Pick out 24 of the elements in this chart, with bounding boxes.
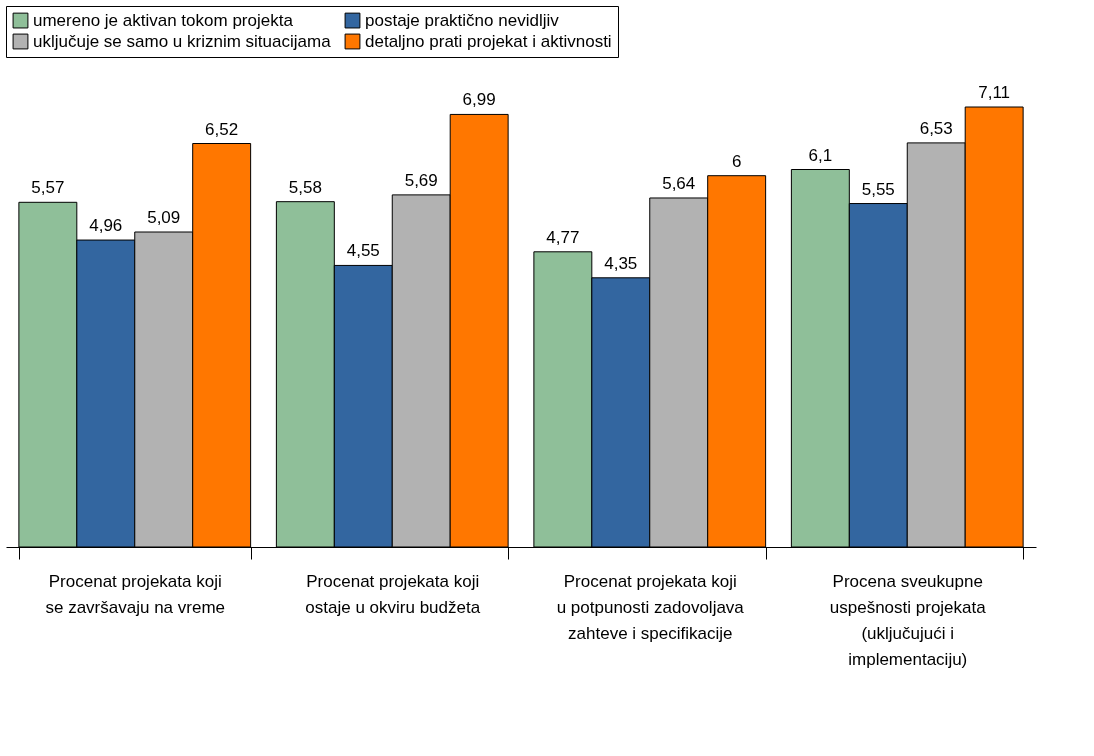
x-tick-label: Procenat projekata koji ostaje u okviru budžeta [305, 571, 481, 617]
data-label: 5,58 [288, 177, 322, 197]
data-label: 5,55 [861, 179, 895, 199]
data-label: 5,64 [662, 173, 696, 193]
data-label: 4,55 [346, 241, 380, 261]
data-label: 5,57 [31, 178, 65, 198]
data-label: 6,53 [919, 118, 953, 138]
data-label: 5,69 [404, 170, 438, 190]
x-tick-label: Procenat projekata koji u potpunosti zadovoljava zahteve i specifikacije [556, 571, 745, 643]
data-label: 5,09 [147, 208, 181, 228]
legend-label: uključuje se samo u kriznim situacijama [33, 31, 332, 51]
data-label: 6,52 [205, 119, 239, 139]
x-tick-label: Procenat projekata koji se završavaju na vreme [45, 571, 226, 617]
data-label: 6,99 [462, 90, 496, 110]
data-label: 7,11 [978, 83, 1011, 102]
legend-label: postaje praktično nevidljiv [365, 10, 560, 30]
data-label: 6,1 [808, 145, 833, 165]
data-label: 6 [731, 151, 742, 171]
data-label: 4,96 [89, 216, 123, 236]
data-label: 4,35 [604, 253, 638, 273]
data-label: 4,77 [546, 227, 580, 247]
legend-label: detaljno prati projekat i aktivnosti [365, 31, 612, 51]
x-tick-label: Procena sveukupne uspešnosti projekata (uključujući i implementaciju) [829, 571, 987, 669]
legend-label: umereno je aktivan tokom projekta [33, 10, 294, 30]
